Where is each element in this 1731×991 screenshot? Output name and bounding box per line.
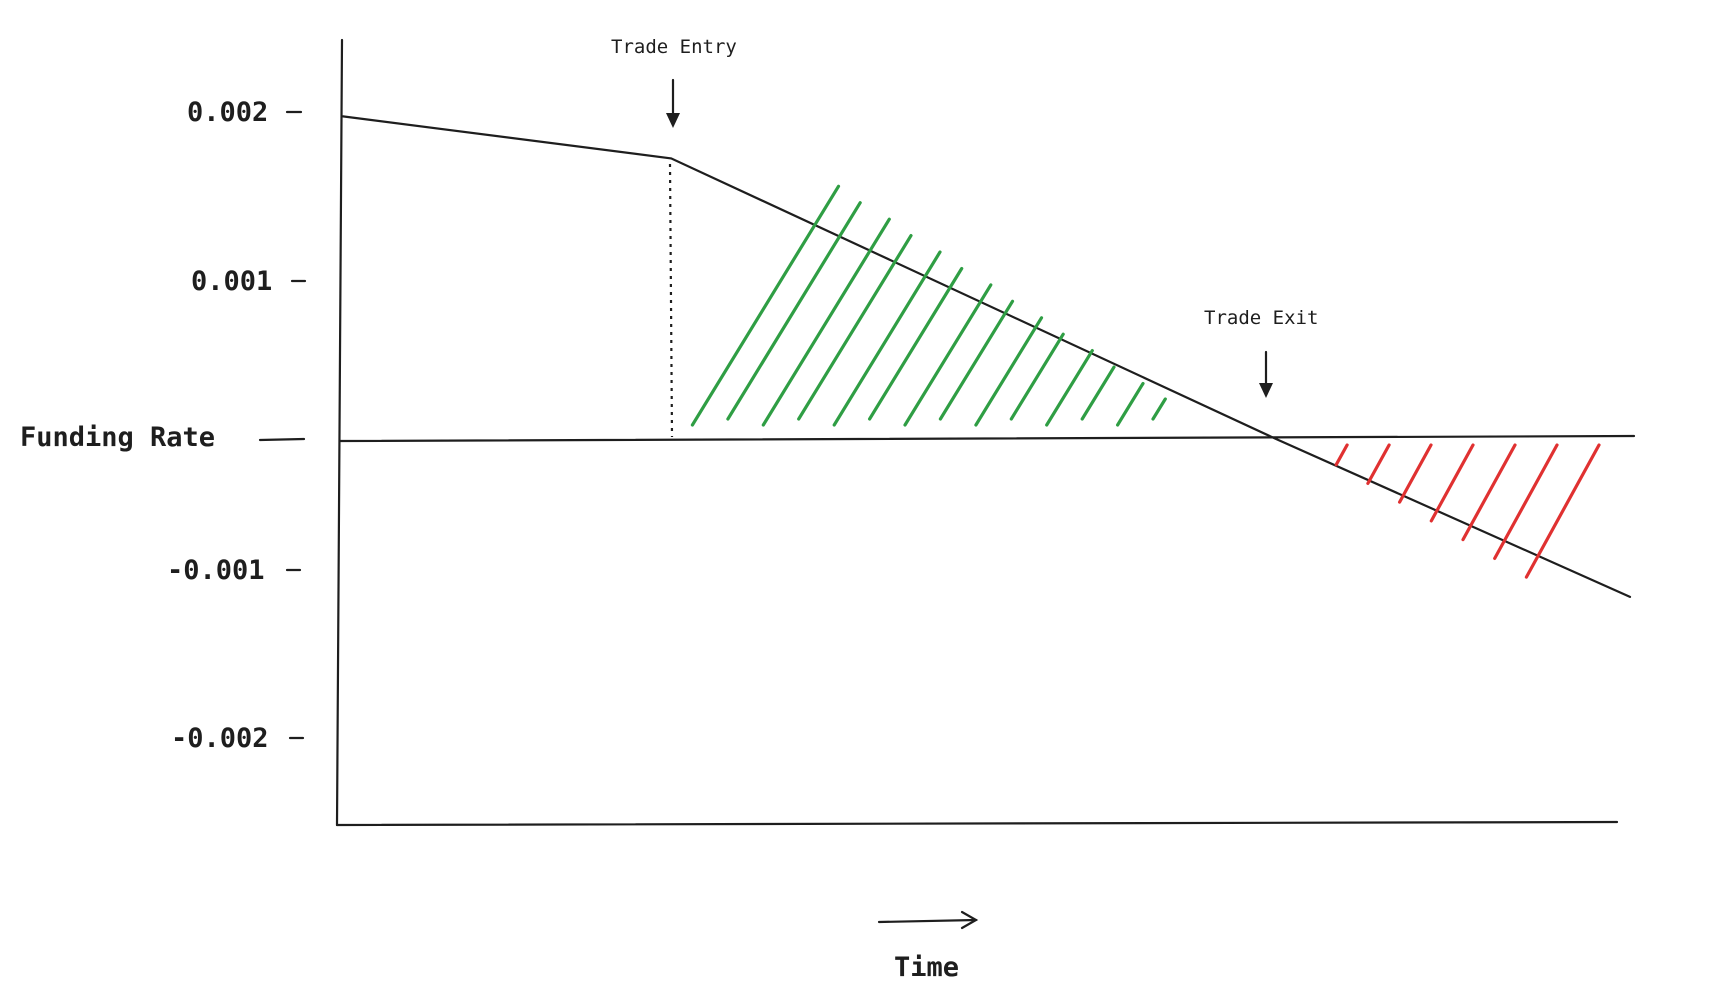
tick-label-neg-0.002: -0.002 — [171, 723, 269, 754]
zero-line — [338, 434, 1636, 443]
profit-hatch-stroke — [690, 184, 841, 427]
x-axis-label: Time — [894, 952, 959, 983]
trade-entry-arrow-icon — [666, 78, 680, 128]
loss-hatch-stroke — [1493, 443, 1559, 561]
loss-hatch-region — [1334, 443, 1601, 579]
profit-hatch-stroke — [761, 217, 891, 427]
profit-hatch-stroke — [1080, 365, 1116, 421]
loss-hatch-stroke — [1524, 443, 1601, 579]
trade-entry-label: Trade Entry — [611, 36, 737, 58]
loss-hatch-stroke — [1334, 443, 1349, 467]
profit-hatch-stroke — [1009, 332, 1065, 421]
profit-hatch-stroke — [974, 316, 1044, 427]
loss-hatch-stroke — [1461, 443, 1517, 542]
profit-hatch-stroke — [938, 299, 1015, 421]
y-axis-label: Funding Rate — [20, 422, 215, 453]
entry-dotted-line — [668, 163, 674, 438]
profit-hatch-stroke — [867, 266, 964, 421]
profit-hatch-stroke — [832, 250, 942, 427]
profit-hatch-stroke — [1115, 381, 1145, 427]
y-axis — [335, 38, 344, 827]
tick-label-neg-0.001: -0.001 — [167, 555, 265, 586]
loss-hatch-stroke — [1429, 443, 1475, 523]
profit-hatch-stroke — [1045, 349, 1094, 427]
profit-hatch-stroke — [797, 234, 913, 421]
loss-hatch-stroke — [1366, 443, 1391, 485]
profit-hatch-stroke — [1151, 397, 1167, 421]
profit-hatch-stroke — [726, 201, 862, 421]
trade-exit-arrow-icon — [1259, 350, 1273, 398]
profit-hatch-region — [690, 184, 1167, 427]
tick-mark-zero — [258, 437, 306, 442]
funding-rate-line — [341, 115, 1632, 598]
profit-hatch-stroke — [903, 283, 993, 427]
loss-hatch-stroke — [1397, 443, 1433, 504]
trade-exit-label: Trade Exit — [1204, 307, 1318, 329]
x-axis — [335, 820, 1619, 827]
tick-label-0.001: 0.001 — [191, 266, 272, 297]
time-arrow-icon — [877, 910, 979, 930]
tick-label-0.002: 0.002 — [187, 97, 268, 128]
